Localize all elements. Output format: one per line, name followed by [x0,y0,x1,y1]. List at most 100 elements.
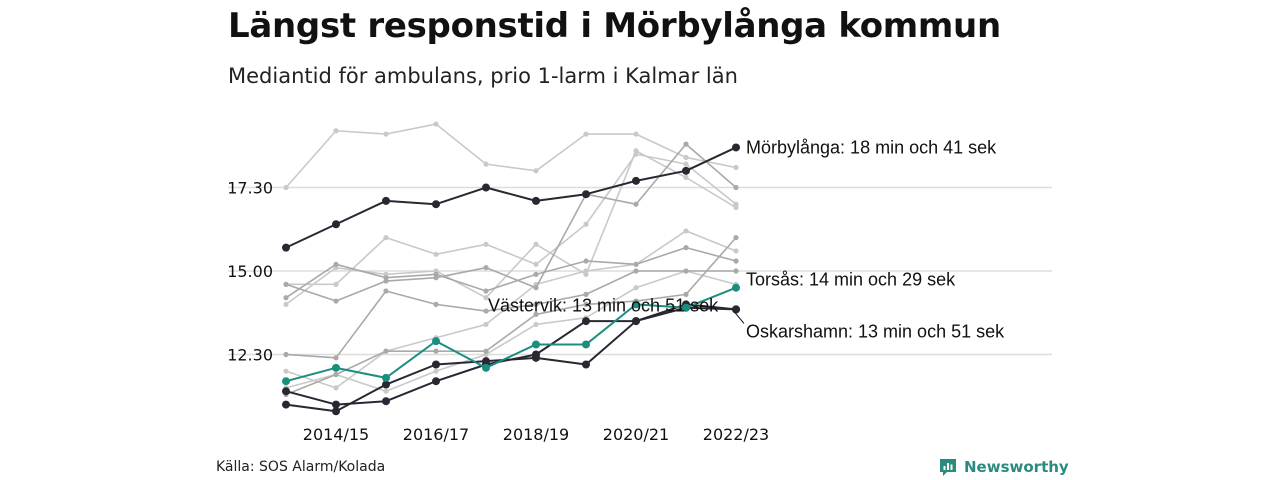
series-context-11-point [533,321,539,328]
series-context-6-point [283,281,289,287]
series-context-4-point [283,184,289,191]
y-tick-label: 17.30 [227,179,273,198]
x-axis-tick-labels: 2014/15 2016/17 2018/19 2020/21 2022/23 [303,425,769,444]
series-mörbylånga-point [332,220,340,229]
x-tick-label: 2018/19 [503,425,569,444]
series-torsås-point [582,340,590,349]
series-oskarshamn-point [732,305,740,314]
series-context-7-point [733,201,739,207]
series-context-8-line [285,246,737,299]
series-context-4-point [483,161,489,167]
chart-title: Längst responstid i Mörbylånga kommun [228,6,1001,46]
series-context-12-point [333,371,339,378]
series-context-10-point [283,351,289,358]
series-labels: Mörbylånga: 18 min och 41 sek Torsås: 14 … [488,137,1005,341]
series-context-6-point [483,265,489,271]
series-context-7 [283,151,739,287]
series-context-9-line [285,230,737,389]
series-context-10 [283,268,739,361]
series-västervik-point [582,360,590,369]
series-context-12-point [433,348,439,354]
series-context-9-point [583,268,589,274]
label-torsås: Torsås: 14 min och 29 sek [746,270,956,290]
series-context-10-line [285,270,736,359]
series-oskarshamn-point [382,397,390,406]
series-context-4 [283,121,739,191]
series-context-8-point [433,271,439,277]
series-context-6-point [733,184,739,191]
label-västervik: Västervik: 13 min och 51 sek [488,295,719,315]
series-context-10-point [333,355,339,361]
series-context-6-point [333,298,339,304]
series-oskarshamn-point [582,317,590,326]
series-context-7-point [683,161,689,167]
chart-subtitle: Mediantid för ambulans, prio 1-larm i Ka… [228,64,738,88]
series-context-8-point [333,261,339,267]
series-mörbylånga-point [282,243,290,252]
series-mörbylånga-point [732,143,740,152]
series-context-8-point [733,258,739,264]
series-västervik-point [332,407,340,416]
series-context-12 [283,235,739,398]
series-oskarshamn-line [285,306,737,406]
series-mörbylånga-point [482,183,490,192]
series-context-5-point [483,295,489,301]
series-mörbylånga [282,143,740,252]
series-context-10-point [483,308,489,314]
series-torsås-line [285,286,737,383]
series-context-7-line [286,153,737,286]
series-context-8-point [683,245,689,251]
y-axis-tick-labels: 12.30 15.00 17.30 [227,179,273,365]
series-mörbylånga-point [432,200,440,209]
brand-logo[interactable]: Newsworthy [938,456,1069,478]
series-context-10-point [733,268,739,274]
series-context-4-point [633,131,639,137]
series-mörbylånga-point [532,196,540,205]
series-context-9-point [733,248,739,254]
series-context-12-line [285,237,737,396]
series-context-6 [283,141,739,304]
series-context-5-point [283,301,289,307]
series-context-10-point [433,301,439,307]
y-tick-label: 12.30 [227,345,273,364]
series-oskarshamn-point [632,317,640,326]
series-context-4-point [683,154,689,161]
series-context-4-line [285,123,737,189]
series-context-9-point [283,368,289,374]
series-context-7-point [483,241,489,247]
series-västervik-point [382,380,390,389]
series-context-8-point [383,275,389,281]
series-mörbylånga-point [682,166,690,175]
series-context-9-point [483,321,489,328]
series-oskarshamn-point [432,377,440,386]
series-mörbylånga-line [285,146,737,249]
label-oskarshamn: Oskarshamn: 13 min och 51 sek [746,321,1005,341]
label-leader-line [733,311,745,324]
series-context-10-point [583,291,589,297]
x-tick-label: 2020/21 [603,425,669,444]
x-tick-label: 2022/23 [703,425,769,444]
series-torsås-point [682,303,690,312]
series-context-8-point [483,288,489,294]
series-context-6-line [285,143,737,302]
series-oskarshamn-point [282,387,290,396]
series-context-7-point [533,261,539,267]
x-tick-label: 2016/17 [403,425,469,444]
series-context-7-point [433,251,439,257]
series-context-11 [283,268,739,394]
series-context-4-point [533,168,539,174]
series-västervik-point [432,360,440,369]
series-context-9 [283,228,739,391]
series-context-12-point [383,348,389,354]
series-context-10-point [633,268,639,274]
series-torsås-point [732,283,740,292]
series-context-12-point [583,301,589,307]
series-context-7-point [583,221,589,227]
series-context-8-point [633,261,639,267]
series-context-6-point [633,201,639,207]
series-torsås-point [482,363,490,372]
series-torsås-point [432,337,440,346]
series-context-11-point [633,285,639,291]
series-mörbylånga-point [582,190,590,199]
